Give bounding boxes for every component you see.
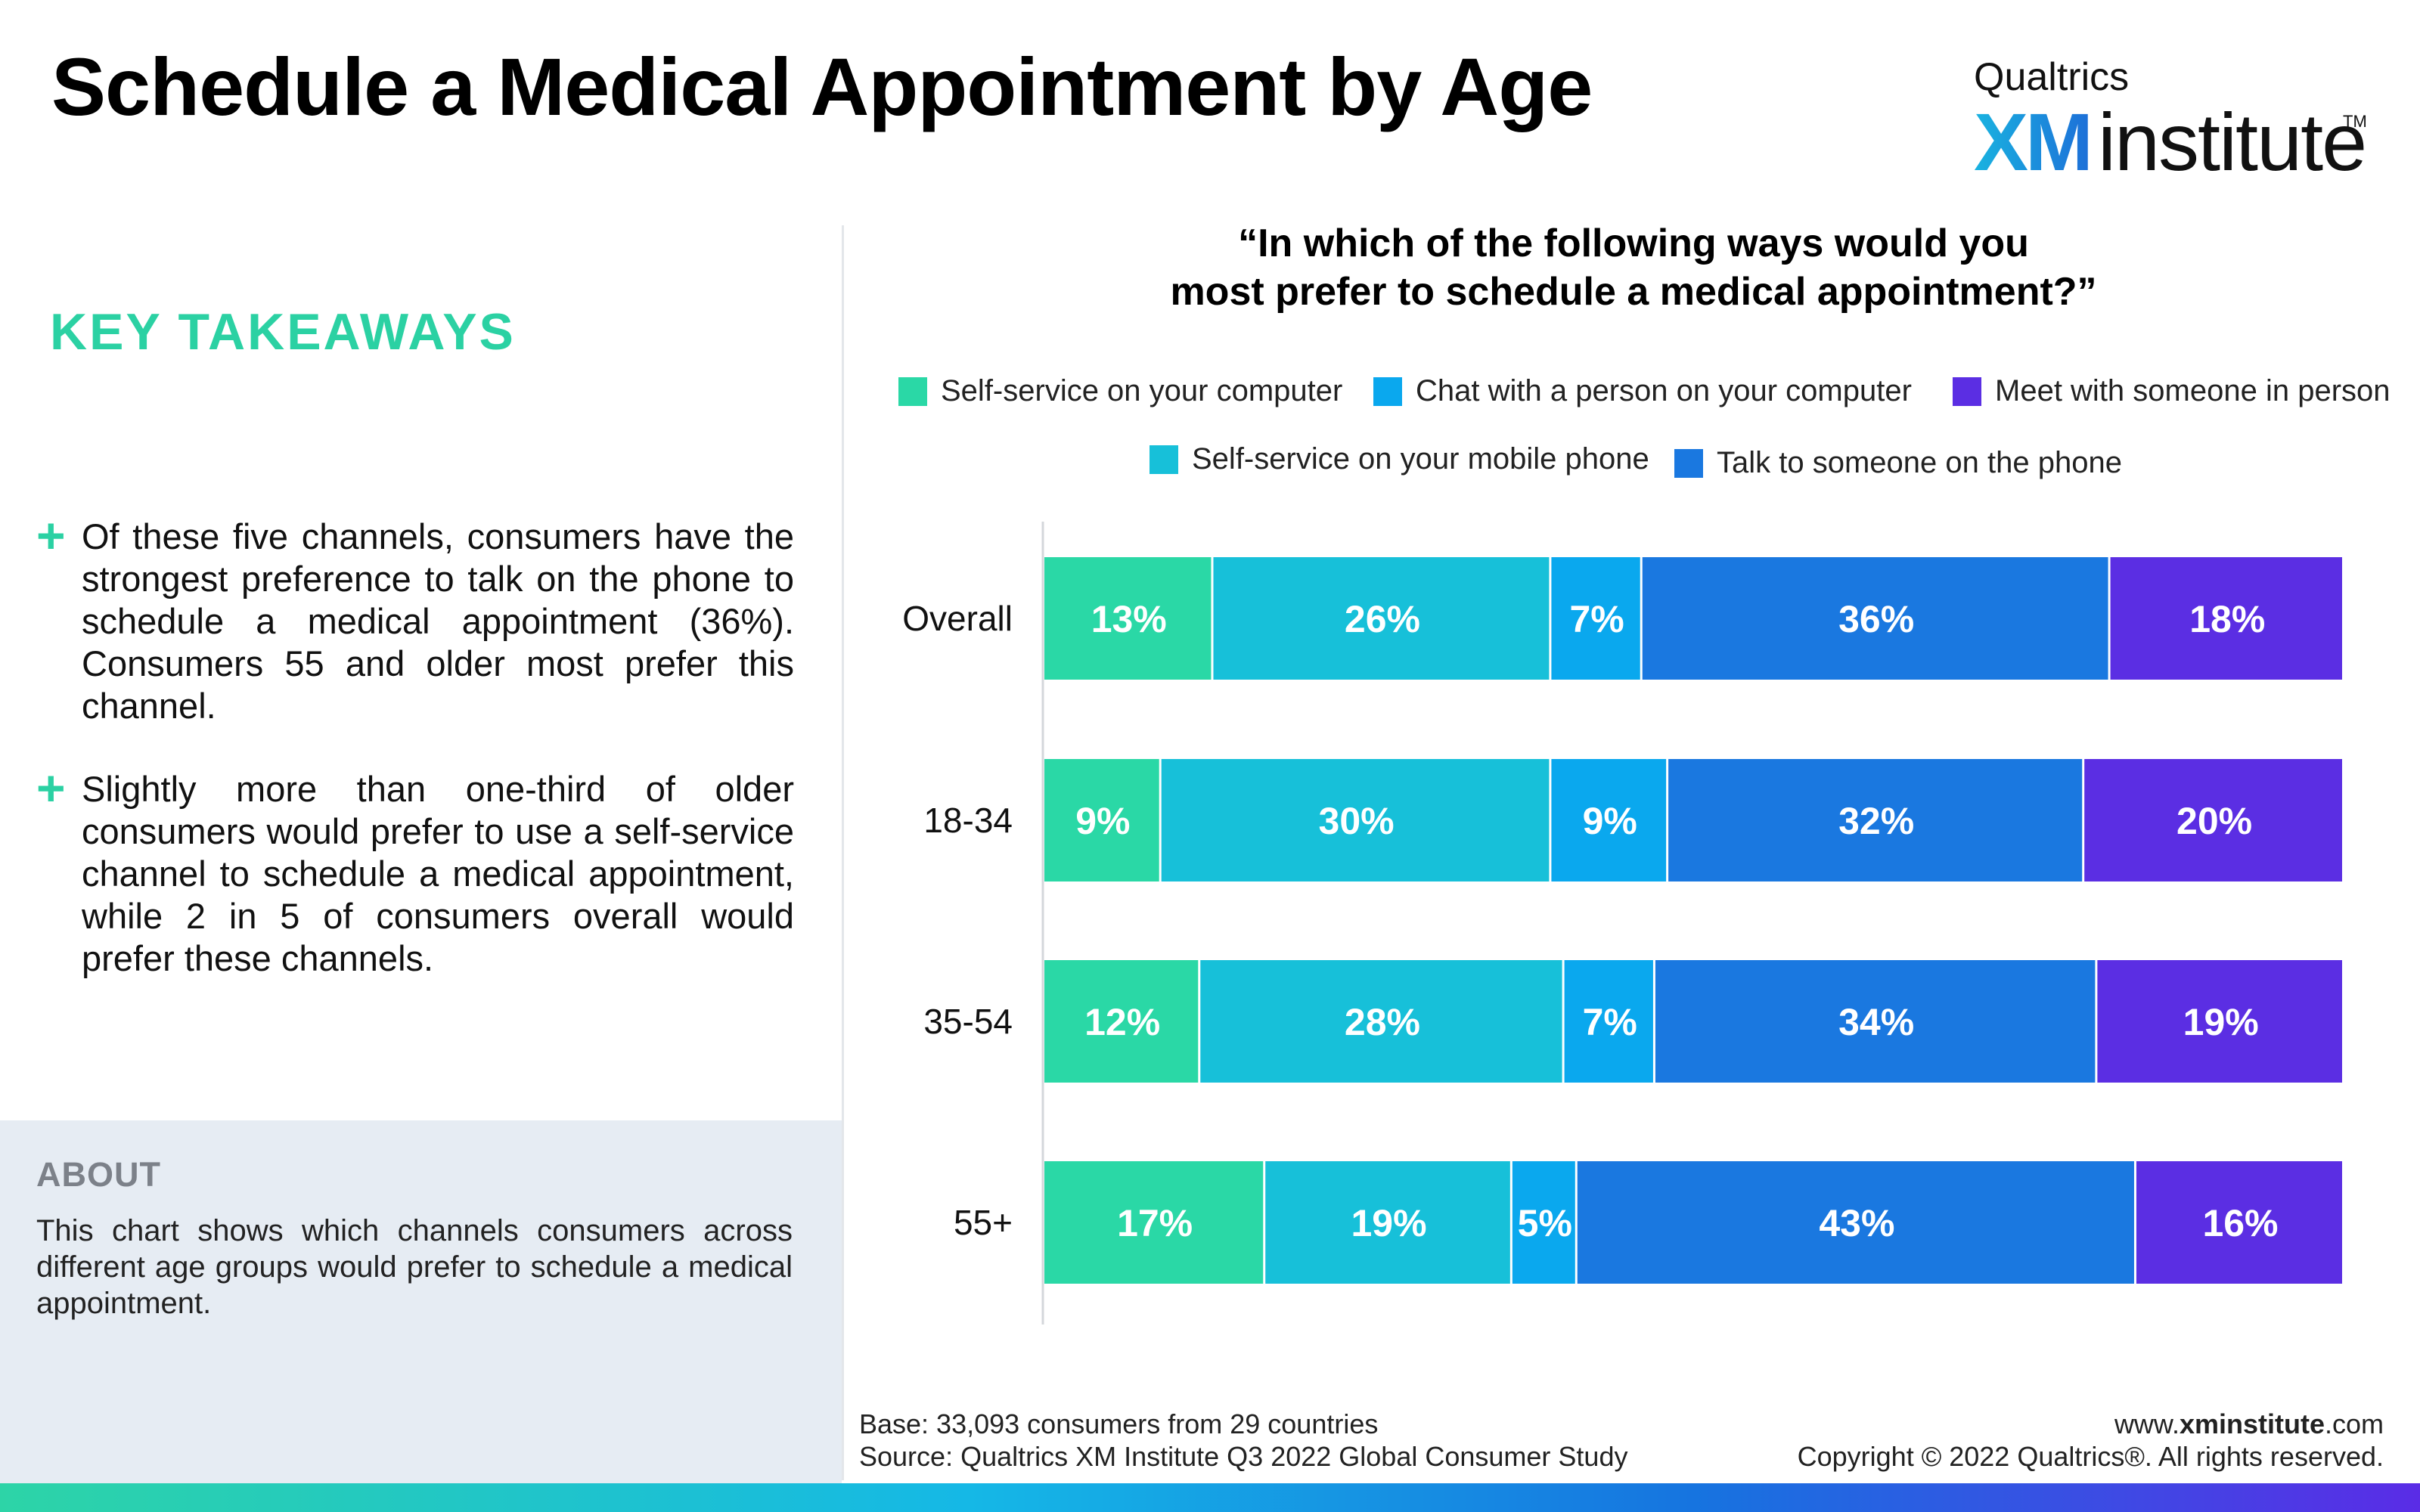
footer-right: www.xminstitute.com Copyright © 2022 Qua…	[1798, 1408, 2384, 1473]
logo-xm-text: XM	[1974, 96, 2093, 187]
legend-swatch	[1953, 376, 1981, 406]
legend-label: Talk to someone on the phone	[1717, 446, 2122, 479]
data-label: 34%	[1838, 1001, 1914, 1043]
bar-segment	[1044, 960, 1199, 1083]
bar-segment	[1044, 759, 1159, 881]
bar-segment	[1577, 1161, 2134, 1284]
bar-segment	[2110, 557, 2342, 680]
bar-segment	[1161, 759, 1550, 881]
plus-icon: +	[36, 507, 66, 563]
bar-segment	[1044, 557, 1212, 680]
data-label: 30%	[1319, 800, 1395, 842]
category-label: 55+	[954, 1203, 1013, 1242]
data-label: 7%	[1583, 1001, 1637, 1043]
data-label: 26%	[1345, 598, 1420, 640]
panel-divider	[842, 225, 844, 1480]
bar-segment	[1642, 557, 2108, 680]
website-link[interactable]: www.xminstitute.com	[1798, 1408, 2384, 1440]
legend-swatch	[898, 376, 927, 406]
url-bold: xminstitute	[2179, 1408, 2325, 1439]
key-takeaways-heading: KEY TAKEAWAYS	[50, 303, 516, 361]
logo-trademark: TM	[2343, 112, 2367, 131]
legend-swatch	[1674, 448, 1703, 478]
bar-segment	[1200, 960, 1562, 1083]
data-label: 20%	[2176, 800, 2252, 842]
plus-icon: +	[36, 760, 66, 816]
data-label: 9%	[1075, 800, 1130, 842]
data-label: 19%	[2183, 1001, 2259, 1043]
data-label: 32%	[1838, 800, 1914, 842]
takeaway-text: Slightly more than one-third of older co…	[82, 769, 794, 978]
bar-segment	[1044, 1161, 1264, 1284]
about-heading: ABOUT	[36, 1155, 161, 1194]
legend-item: Meet with someone in person	[1953, 374, 2391, 408]
data-label: 13%	[1091, 598, 1167, 640]
about-panel	[0, 1120, 842, 1483]
page-title: Schedule a Medical Appointment by Age	[51, 41, 1593, 132]
data-label: 12%	[1084, 1001, 1160, 1043]
source-note: Base: 33,093 consumers from 29 countries…	[859, 1408, 1627, 1473]
category-label: 18-34	[923, 801, 1013, 840]
about-text: This chart shows which channels consumer…	[36, 1214, 793, 1320]
legend-label: Self-service on your mobile phone	[1192, 442, 1649, 476]
bar-segment	[1551, 557, 1640, 680]
bar-segment	[2097, 960, 2342, 1083]
chart-title-line: most prefer to schedule a medical appoin…	[1170, 270, 2097, 314]
data-label: 17%	[1117, 1202, 1193, 1244]
bar-segment	[1564, 960, 1653, 1083]
data-label: 28%	[1345, 1001, 1420, 1043]
legend-label: Self-service on your computer	[941, 374, 1343, 407]
bar-segment	[1655, 960, 2096, 1083]
data-label: 36%	[1838, 598, 1914, 640]
legend-item: Talk to someone on the phone	[1674, 446, 2122, 480]
chart-title: “In which of the following ways would yo…	[1006, 219, 2261, 316]
legend-item: Self-service on your mobile phone	[1150, 442, 1649, 476]
logo-wordmark: XMinstitute	[1974, 101, 2367, 183]
takeaway-text: Of these five channels, consumers have t…	[82, 516, 794, 726]
logo-qualtrics-text: Qualtrics	[1974, 55, 2130, 99]
bar-segment	[2136, 1161, 2342, 1284]
legend-item: Chat with a person on your computer	[1373, 374, 1912, 408]
legend-label: Meet with someone in person	[1995, 374, 2391, 407]
data-label: 9%	[1583, 800, 1637, 842]
legend-swatch	[1373, 376, 1402, 406]
data-label: 18%	[2189, 598, 2265, 640]
bar-segment	[1551, 759, 1667, 881]
legend-swatch	[1150, 445, 1178, 474]
chart-title-line: “In which of the following ways would yo…	[1238, 222, 2029, 265]
category-label: Overall	[902, 599, 1013, 638]
bar-segment	[1213, 557, 1550, 680]
bar-segment	[1265, 1161, 1510, 1284]
bottom-gradient-bar	[0, 1483, 2420, 1512]
bar-segment	[1512, 1161, 1575, 1284]
data-label: 16%	[2202, 1202, 2278, 1244]
url-suffix: .com	[2324, 1408, 2384, 1439]
base-text: Base: 33,093 consumers from 29 countries	[859, 1408, 1379, 1439]
data-label: 43%	[1819, 1202, 1894, 1244]
bar-segment	[2084, 759, 2342, 881]
logo-institute-text: institute	[2098, 96, 2367, 187]
takeaway-item: + Of these five channels, consumers have…	[36, 507, 794, 727]
takeaway-item: + Slightly more than one-third of older …	[36, 760, 794, 980]
legend-item: Self-service on your computer	[898, 374, 1342, 408]
url-prefix: www.	[2114, 1408, 2180, 1439]
legend-label: Chat with a person on your computer	[1416, 374, 1912, 407]
bar-segment	[1668, 759, 2083, 881]
qualtrics-xm-institute-logo: Qualtrics XMinstitute TM	[1974, 54, 2367, 191]
data-label: 19%	[1351, 1202, 1426, 1244]
copyright-text: Copyright © 2022 Qualtrics®. All rights …	[1797, 1441, 2384, 1472]
source-text: Source: Qualtrics XM Institute Q3 2022 G…	[859, 1441, 1628, 1472]
data-label: 7%	[1569, 598, 1624, 640]
category-label: 35-54	[923, 1002, 1013, 1041]
data-label: 5%	[1518, 1202, 1572, 1244]
